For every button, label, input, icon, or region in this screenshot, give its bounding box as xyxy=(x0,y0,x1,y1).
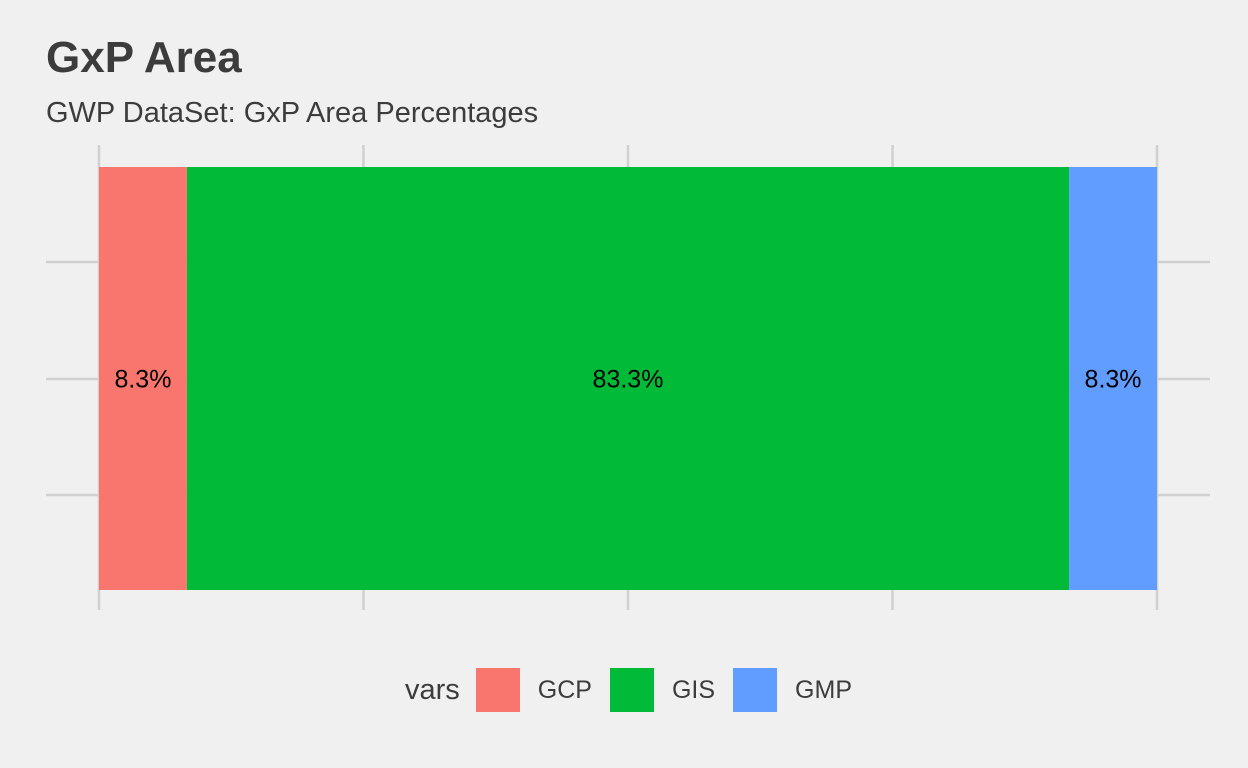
legend-title: vars xyxy=(404,673,460,706)
chart-title: GxP Area xyxy=(46,33,242,82)
legend-item-gcp: GCP xyxy=(475,668,592,712)
data-label-gmp: 8.3% xyxy=(1085,366,1142,394)
bar-segment-gcp xyxy=(99,167,187,590)
legend-item-gmp: GMP xyxy=(733,668,852,712)
legend-key-gis xyxy=(609,668,654,712)
bar-segment-gmp xyxy=(1069,167,1157,590)
data-label-gis: 83.3% xyxy=(593,366,664,394)
legend-item-gis: GIS xyxy=(609,668,716,712)
chart-subtitle: GWP DataSet: GxP Area Percentages xyxy=(46,97,539,129)
bar-segment-gis xyxy=(186,167,1070,590)
legend-label-gcp: GCP xyxy=(537,675,592,704)
legend-key-gmp xyxy=(733,668,778,712)
data-labels: 8.3% 83.3% 8.3% xyxy=(114,366,1141,394)
legend-label-gis: GIS xyxy=(671,675,716,704)
legend-label-gmp: GMP xyxy=(795,675,852,704)
legend: vars GCP GIS GMP xyxy=(0,668,1248,712)
data-label-gcp: 8.3% xyxy=(114,366,171,394)
stacked-bar xyxy=(99,167,1157,590)
legend-key-gcp xyxy=(475,668,520,712)
